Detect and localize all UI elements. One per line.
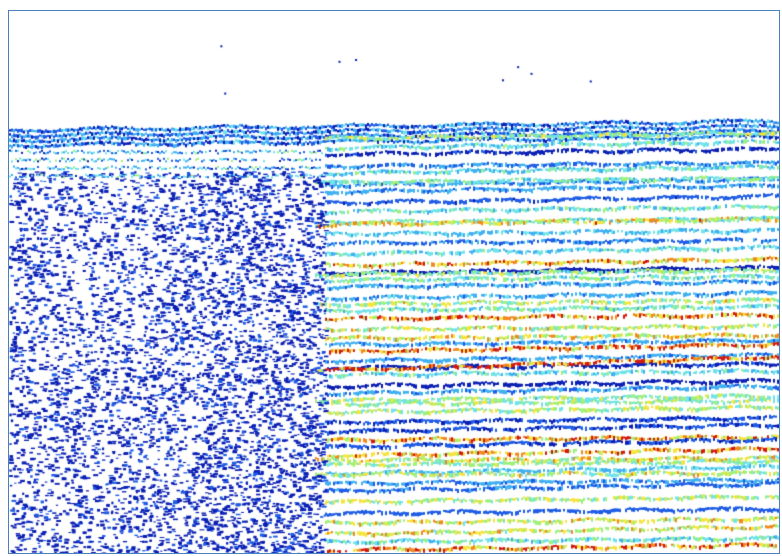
seismic-reflection-image	[9, 11, 779, 553]
seismic-section-frame	[8, 10, 780, 554]
